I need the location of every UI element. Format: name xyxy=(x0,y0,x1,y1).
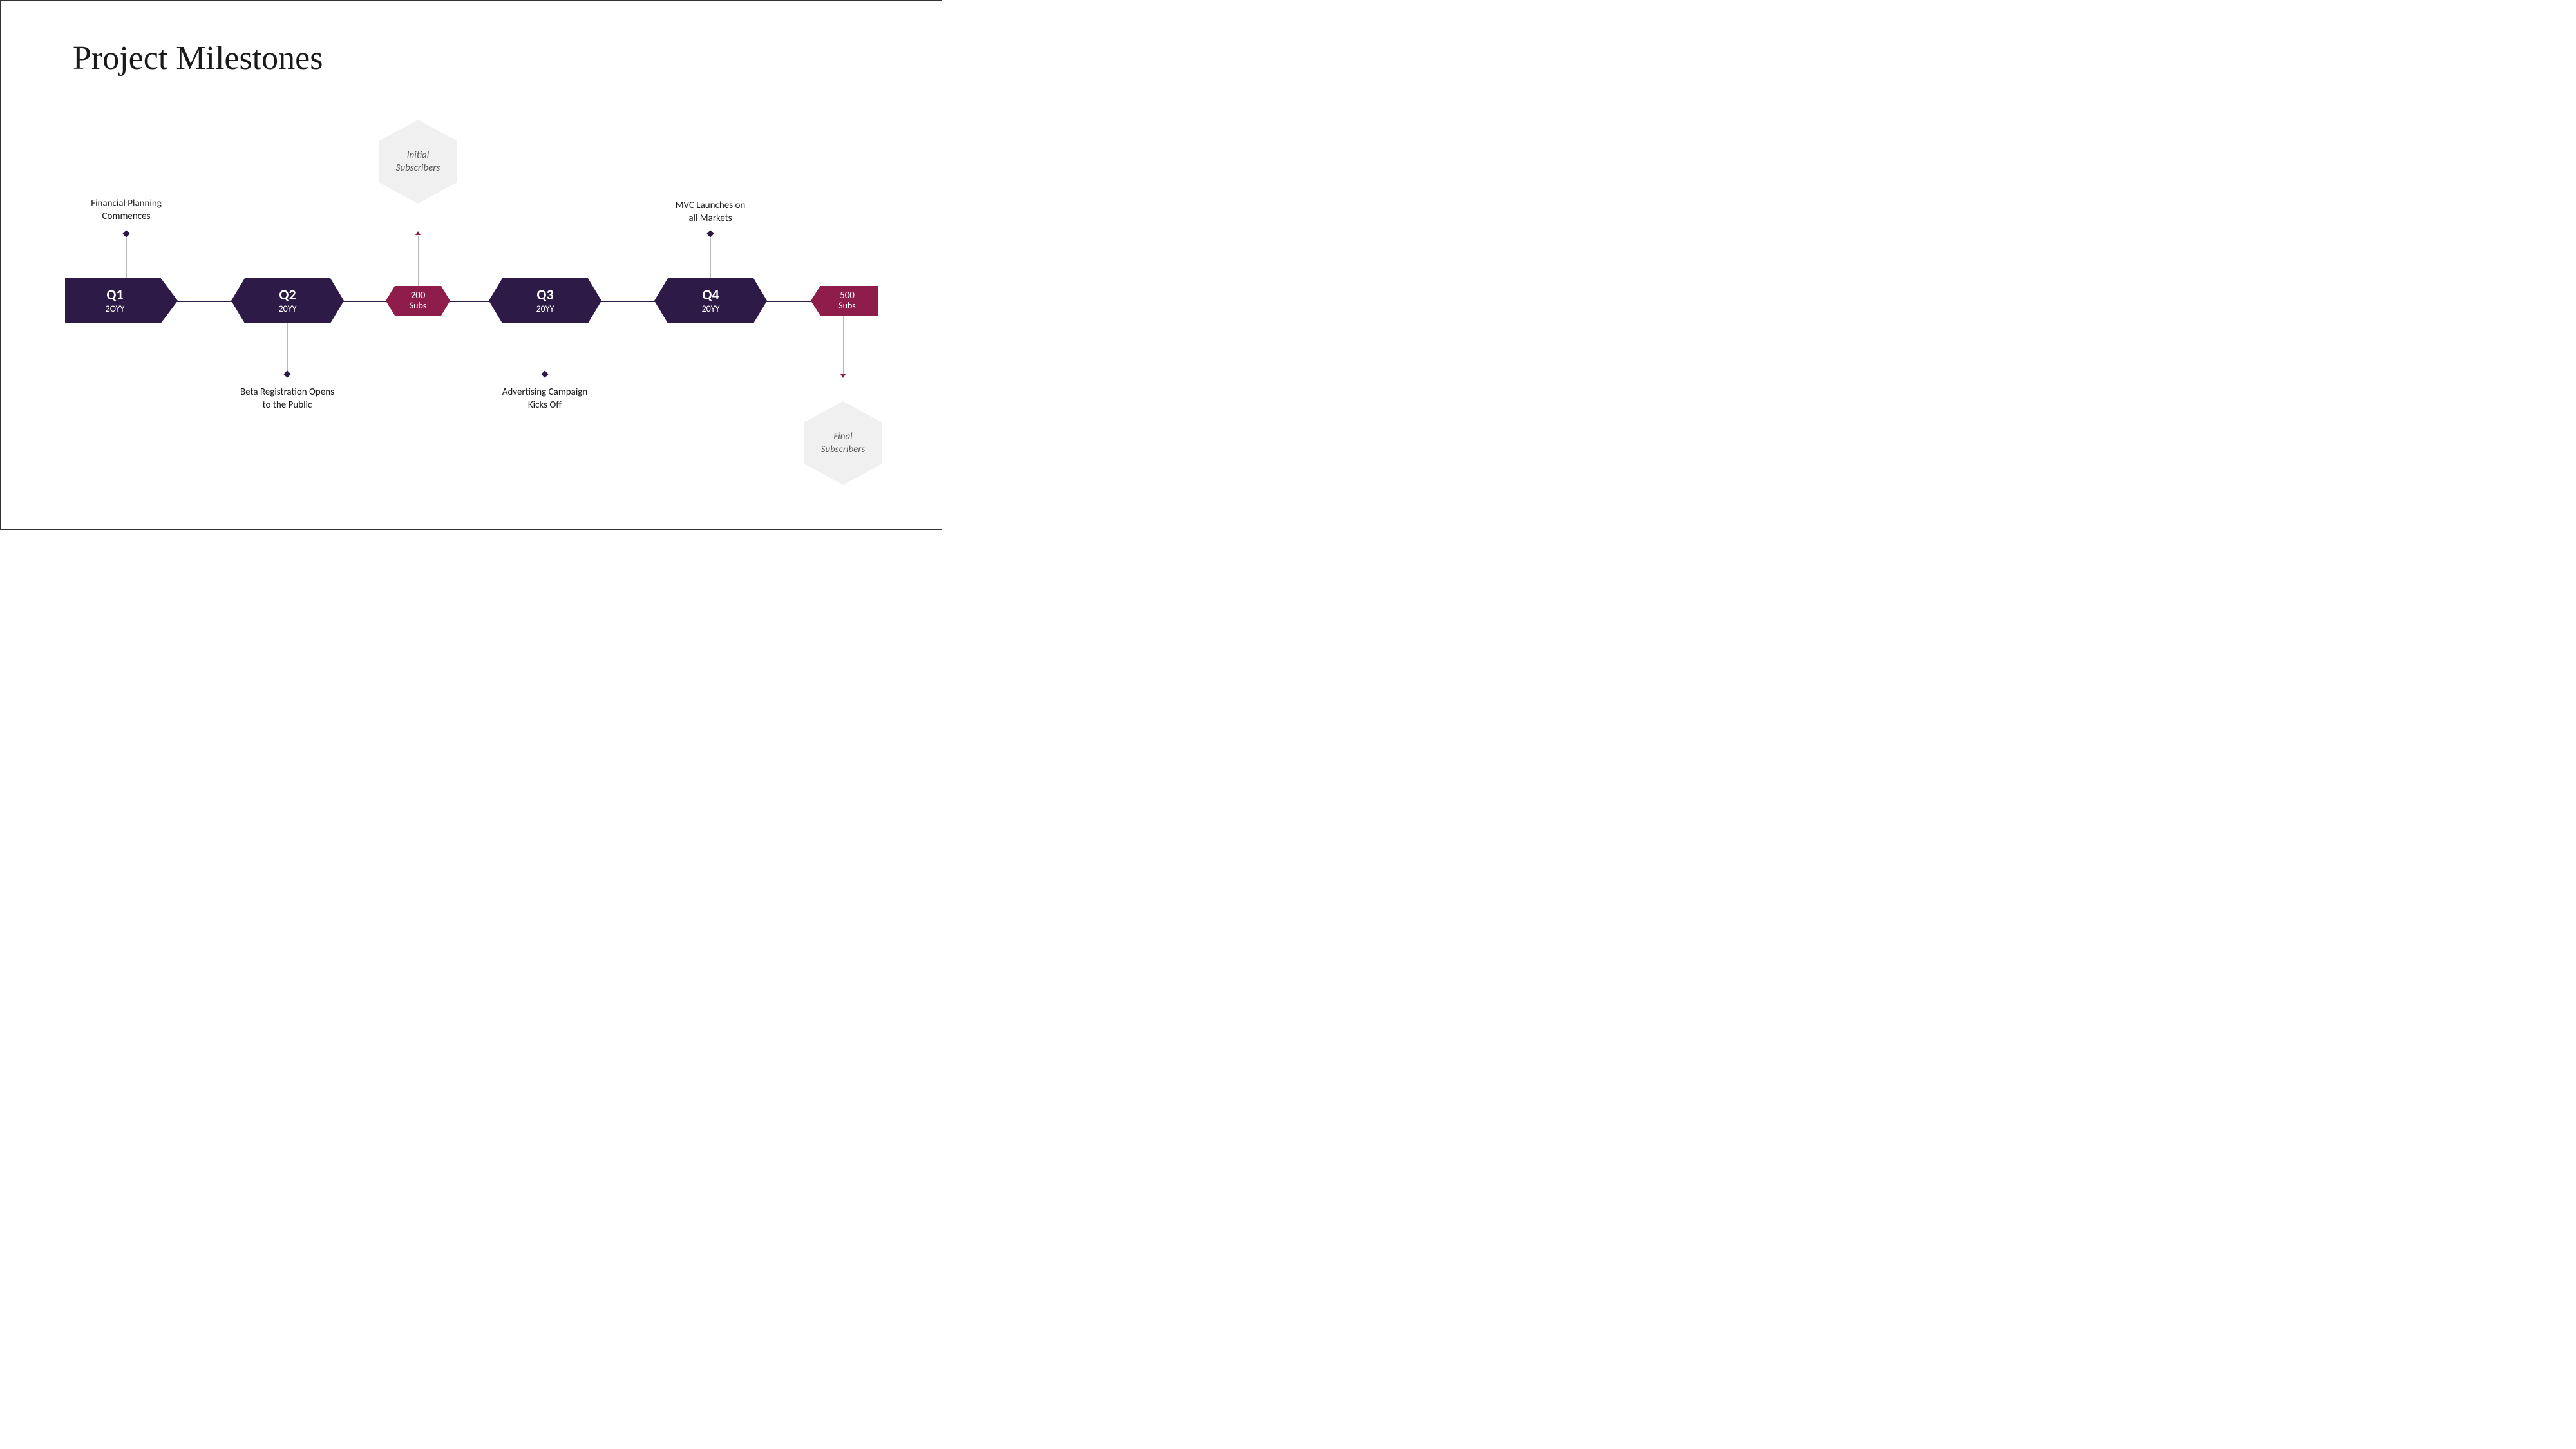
subs-badge-200: 200 Subs xyxy=(386,286,450,316)
page-title: Project Milestones xyxy=(73,39,323,77)
marker-q2-diamond-icon xyxy=(283,370,290,377)
quarter-year: 20YY xyxy=(536,304,554,314)
quarter-label: Q4 xyxy=(702,287,719,303)
subs-unit: Subs xyxy=(410,301,427,311)
leader-subs-200 xyxy=(418,236,419,286)
marker-q1-diamond-icon xyxy=(122,230,129,237)
callout-line2: Commences xyxy=(102,211,151,222)
callout-line1: Financial Planning xyxy=(91,198,162,209)
slide: Project Milestones Initial Subscribers F… xyxy=(0,0,942,530)
callout-q3: Advertising Campaign Kicks Off xyxy=(474,386,616,412)
callout-line2: to the Public xyxy=(263,399,312,411)
quarter-year: 2OYY xyxy=(106,304,125,314)
hex-annotation-line2: Subscribers xyxy=(821,444,866,455)
callout-line2: all Markets xyxy=(688,213,732,224)
callout-q1: Financial Planning Commences xyxy=(55,197,197,223)
marker-q3-diamond-icon xyxy=(541,370,548,377)
marker-subs-200-triangle-icon xyxy=(415,231,421,235)
hex-annotation-final: Final Subscribers xyxy=(804,401,882,485)
hex-annotation-line2: Subscribers xyxy=(396,162,440,174)
callout-line1: Beta Registration Opens xyxy=(240,386,334,398)
quarter-label: Q2 xyxy=(279,287,296,303)
callout-q2: Beta Registration Opens to the Public xyxy=(216,386,358,412)
hex-annotation-initial: Initial Subscribers xyxy=(379,120,457,204)
subs-badge-500: 500 Subs xyxy=(811,286,878,316)
callout-line1: Advertising Campaign xyxy=(502,386,588,398)
leader-subs-500 xyxy=(843,316,844,374)
quarter-label: Q3 xyxy=(536,287,553,303)
quarter-year: 20YY xyxy=(279,304,297,314)
quarter-year: 20YY xyxy=(702,304,720,314)
quarter-label: Q1 xyxy=(106,287,123,303)
marker-subs-500-triangle-icon xyxy=(840,374,846,378)
callout-q4: MVC Launches on all Markets xyxy=(639,199,781,225)
leader-q1 xyxy=(126,238,127,278)
leader-q2 xyxy=(287,323,288,374)
subs-unit: Subs xyxy=(838,301,856,311)
callout-line2: Kicks Off xyxy=(528,399,562,411)
marker-q4-diamond-icon xyxy=(706,230,714,237)
quarter-q1: Q1 2OYY xyxy=(65,278,178,323)
quarter-q3: Q3 20YY xyxy=(489,278,601,323)
quarter-q4: Q4 20YY xyxy=(654,278,767,323)
callout-line1: MVC Launches on xyxy=(676,200,746,211)
hex-annotation-line1: Initial xyxy=(407,149,429,161)
quarter-q2: Q2 20YY xyxy=(231,278,344,323)
hex-annotation-line1: Final xyxy=(833,431,852,442)
leader-q4 xyxy=(710,238,711,278)
